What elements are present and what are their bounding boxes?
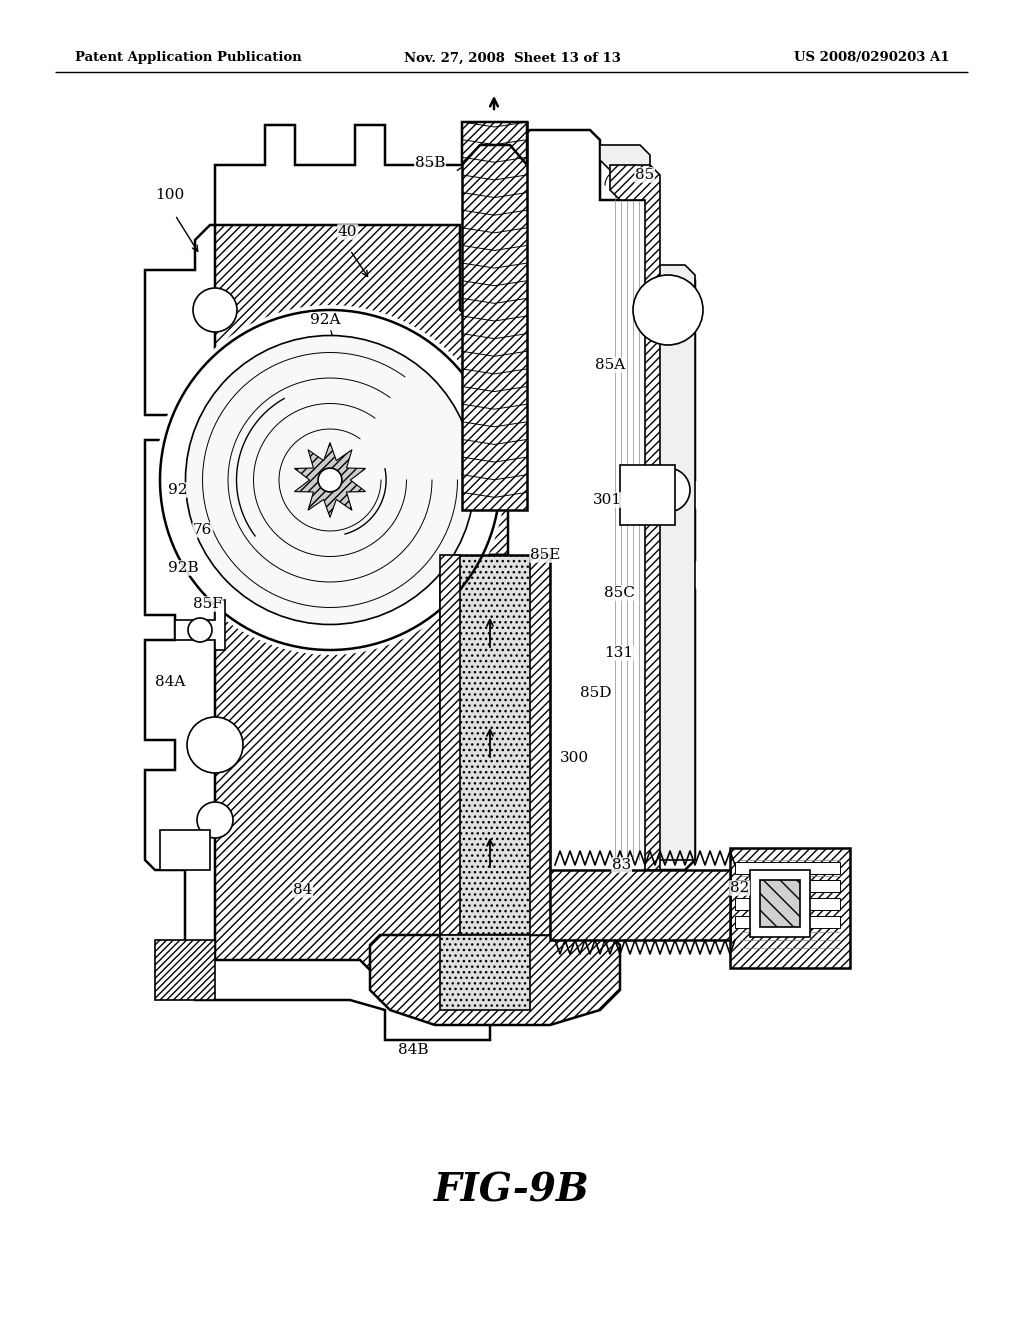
Text: 84B: 84B — [397, 1043, 428, 1057]
Text: 84: 84 — [293, 883, 312, 898]
Text: US 2008/0290203 A1: US 2008/0290203 A1 — [795, 51, 950, 65]
Text: 85E: 85E — [530, 548, 560, 562]
Circle shape — [646, 469, 690, 512]
Circle shape — [197, 803, 233, 838]
Circle shape — [318, 469, 342, 492]
Polygon shape — [215, 554, 550, 1001]
Text: 76: 76 — [193, 523, 212, 537]
Polygon shape — [610, 165, 660, 870]
Polygon shape — [550, 870, 730, 940]
Polygon shape — [462, 121, 527, 165]
Polygon shape — [145, 125, 695, 1040]
Polygon shape — [370, 935, 620, 1026]
Text: 85D: 85D — [580, 686, 611, 700]
Polygon shape — [215, 224, 508, 590]
Text: 40: 40 — [338, 224, 357, 239]
Text: 85A: 85A — [595, 358, 626, 372]
Polygon shape — [295, 442, 366, 517]
Polygon shape — [440, 554, 460, 935]
Bar — [735, 916, 840, 928]
Circle shape — [193, 288, 237, 333]
Text: 92B: 92B — [168, 561, 199, 576]
Text: 131: 131 — [604, 645, 633, 660]
Circle shape — [155, 305, 505, 655]
Bar — [760, 880, 800, 927]
Text: 84A: 84A — [155, 675, 185, 689]
Text: 85B: 85B — [415, 156, 445, 170]
Polygon shape — [175, 601, 225, 649]
Circle shape — [633, 275, 703, 345]
Bar — [735, 862, 840, 874]
Polygon shape — [440, 554, 550, 935]
Bar — [750, 870, 810, 937]
Text: 92A: 92A — [310, 313, 341, 327]
Bar — [735, 898, 840, 909]
Text: 82: 82 — [730, 880, 750, 895]
Bar — [620, 465, 675, 525]
Text: 100: 100 — [155, 187, 184, 202]
Text: 301: 301 — [593, 492, 623, 507]
Circle shape — [185, 335, 474, 624]
Polygon shape — [530, 554, 550, 935]
Text: 85F: 85F — [193, 597, 223, 611]
Circle shape — [187, 717, 243, 774]
Text: 83: 83 — [612, 858, 631, 873]
Polygon shape — [155, 940, 215, 1001]
Bar — [735, 880, 840, 892]
Bar — [160, 830, 210, 870]
Text: 85: 85 — [635, 168, 654, 182]
Circle shape — [160, 310, 500, 649]
Circle shape — [188, 618, 212, 642]
Bar — [730, 847, 850, 968]
Text: 85C: 85C — [604, 586, 635, 601]
Polygon shape — [600, 145, 695, 861]
Text: FIG-9B: FIG-9B — [434, 1171, 590, 1209]
Polygon shape — [440, 935, 530, 1010]
Text: 300: 300 — [560, 751, 589, 766]
Text: 92: 92 — [168, 483, 187, 498]
Polygon shape — [462, 121, 527, 510]
Text: Patent Application Publication: Patent Application Publication — [75, 51, 302, 65]
Text: Nov. 27, 2008  Sheet 13 of 13: Nov. 27, 2008 Sheet 13 of 13 — [403, 51, 621, 65]
